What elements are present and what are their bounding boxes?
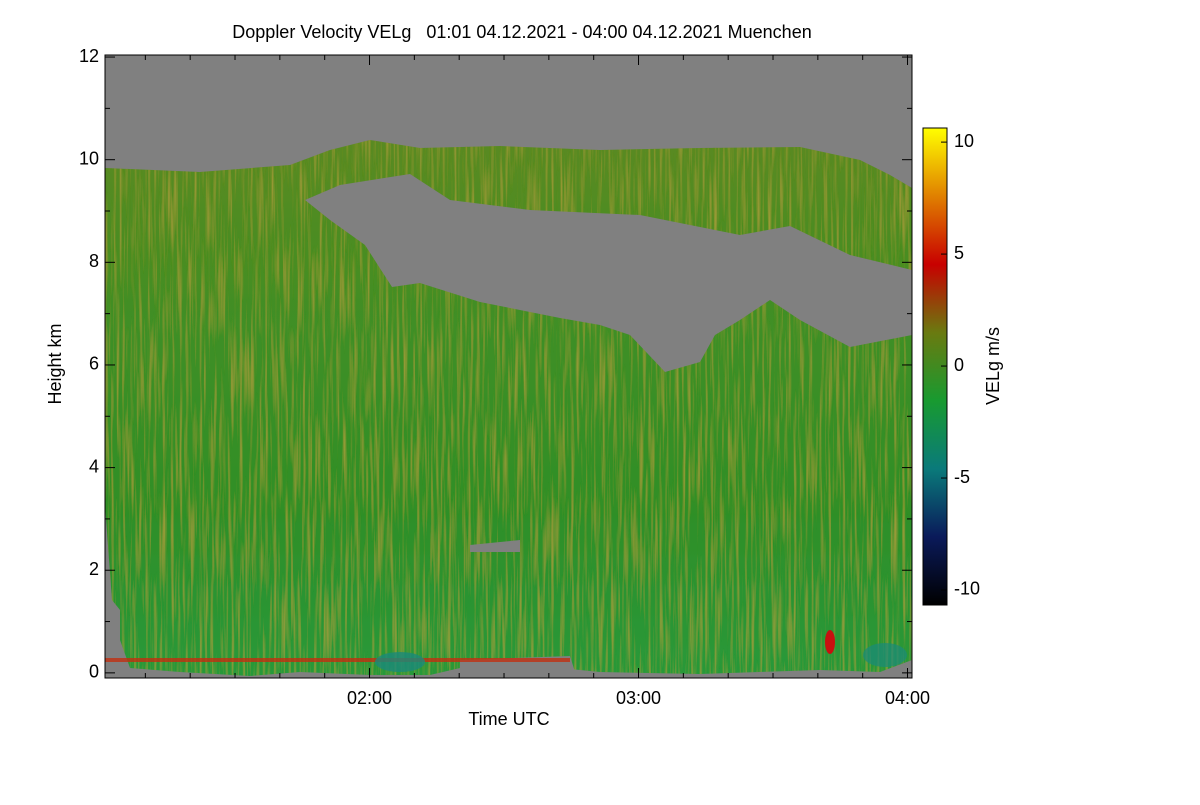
y-axis-label: Height km [45,323,65,404]
colorbar-tick-label: -10 [954,579,980,599]
x-tick-label: 03:00 [616,688,661,708]
echo-spot [825,630,835,654]
missing-area [305,174,912,372]
chart-title: Doppler Velocity VELg 01:01 04.12.2021 -… [232,22,811,42]
y-tick-label: 4 [89,456,99,476]
y-tick-label: 12 [79,46,99,66]
y-tick-label: 6 [89,354,99,374]
y-tick-label: 10 [79,148,99,168]
y-tick-label: 2 [89,559,99,579]
x-axis-label: Time UTC [468,709,549,729]
colorbar-label: VELg m/s [983,327,1003,405]
echo-spot [375,652,425,672]
colorbar-tick-label: 10 [954,131,974,151]
colorbar-tick-label: 0 [954,355,964,375]
x-tick-label: 02:00 [347,688,392,708]
low-echo [105,658,570,662]
y-tick-label: 0 [89,662,99,682]
velocity-field [105,55,912,678]
echo-spot [863,643,907,667]
colorbar-tick-label: 5 [954,243,964,263]
missing-area [470,540,520,552]
plot-frame [104,54,913,679]
y-tick-label: 8 [89,251,99,271]
colorbar-tick-label: -5 [954,467,970,487]
x-tick-label: 04:00 [885,688,930,708]
